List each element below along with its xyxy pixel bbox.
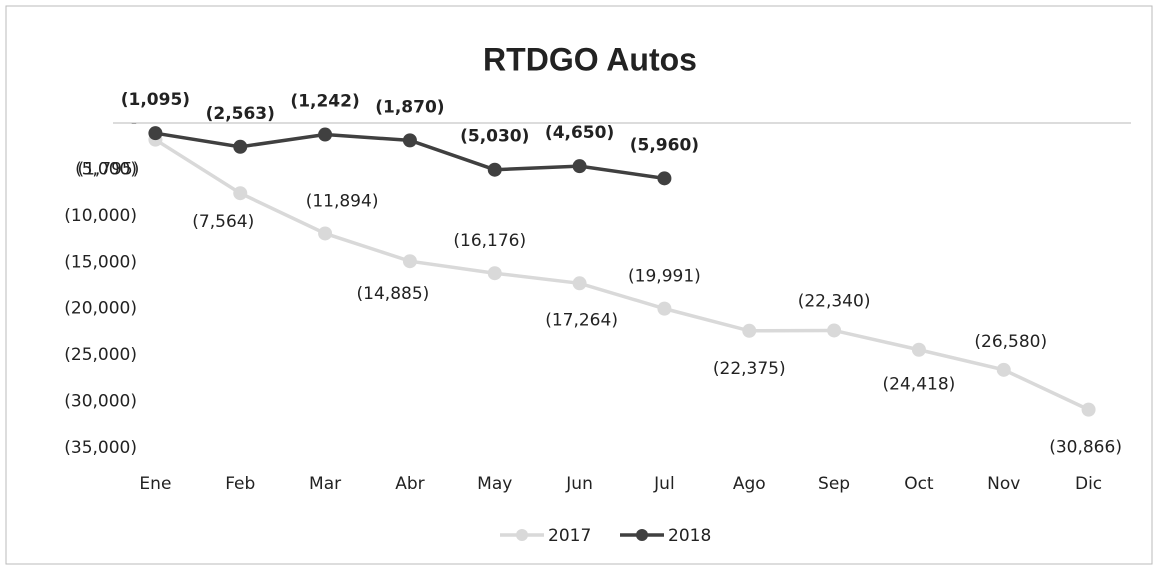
legend-marker — [636, 529, 648, 541]
x-tick-label: Oct — [904, 474, 934, 494]
x-tick-label: Ene — [139, 474, 171, 494]
legend-marker — [516, 529, 528, 541]
data-label: (19,991) — [628, 267, 701, 287]
point — [402, 254, 417, 269]
x-tick-label: Nov — [987, 474, 1020, 494]
point — [487, 162, 502, 177]
point — [148, 126, 163, 141]
point — [657, 171, 672, 186]
data-label: (1,795) — [77, 160, 139, 180]
x-tick-label: Sep — [818, 474, 850, 494]
point — [996, 362, 1011, 377]
y-tick-label: (5,000) — [75, 159, 137, 179]
data-label: (11,894) — [306, 191, 379, 211]
data-label: (22,375) — [713, 359, 786, 379]
data-label: (1,242) — [290, 92, 359, 112]
legend-label: 2017 — [548, 526, 591, 546]
point — [318, 127, 333, 142]
y-tick-label: (35,000) — [64, 438, 137, 458]
data-label: (24,418) — [883, 375, 956, 395]
y-tick-label: (15,000) — [64, 252, 137, 272]
x-tick-label: Jul — [653, 474, 675, 494]
data-label: (5,030) — [460, 127, 529, 147]
data-label: (1,870) — [375, 97, 444, 117]
y-tick-label: (10,000) — [64, 206, 137, 226]
legend-label: 2018 — [668, 526, 711, 546]
data-label: (22,340) — [798, 291, 871, 311]
point — [233, 186, 248, 201]
x-tick-label: May — [477, 474, 512, 494]
chart-title: RTDGO Autos — [483, 41, 697, 77]
point — [827, 323, 842, 338]
data-label: (4,650) — [545, 123, 614, 143]
x-tick-label: Ago — [733, 474, 766, 494]
point — [487, 266, 502, 281]
data-label: (7,564) — [192, 212, 254, 232]
x-tick-label: Feb — [225, 474, 255, 494]
x-tick-label: Jun — [565, 474, 593, 494]
point — [742, 323, 757, 338]
data-label: (30,866) — [1049, 438, 1122, 458]
point — [911, 342, 926, 357]
y-tick-label: (25,000) — [64, 345, 137, 365]
data-label: (14,885) — [357, 284, 430, 304]
data-label: (5,960) — [630, 135, 699, 155]
x-tick-label: Dic — [1075, 474, 1102, 494]
point — [1081, 402, 1096, 417]
point — [657, 301, 672, 316]
y-tick-label: (20,000) — [64, 299, 137, 319]
point — [233, 139, 248, 154]
series-line — [154, 138, 1090, 412]
point — [402, 133, 417, 148]
data-label: (1,095) — [121, 90, 190, 110]
x-tick-label: Abr — [395, 474, 424, 494]
data-label: (2,563) — [206, 104, 275, 124]
point — [572, 276, 587, 291]
data-label: (26,580) — [974, 332, 1047, 352]
data-label: (17,264) — [545, 310, 618, 330]
data-label: (16,176) — [453, 231, 526, 251]
point — [318, 226, 333, 241]
y-tick-label: (30,000) — [64, 392, 137, 412]
x-tick-label: Mar — [309, 474, 341, 494]
point — [572, 159, 587, 174]
